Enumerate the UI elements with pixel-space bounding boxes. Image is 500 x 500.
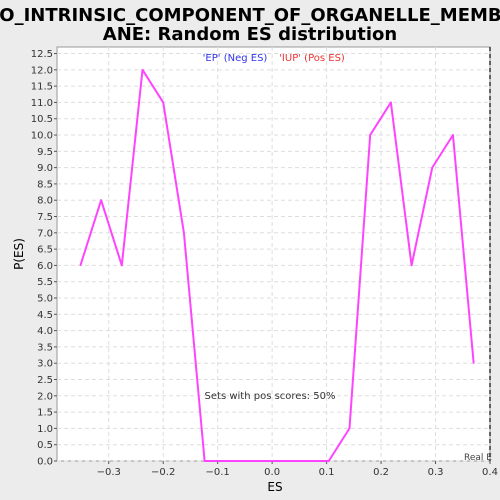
y-tick-label: 8.0 [37,196,53,207]
y-tick-label: 1.0 [37,424,53,435]
data-point [473,362,475,364]
legend-neg-es: 'EP' (Neg ES) [203,53,268,64]
real-es-label: Real E [464,453,492,463]
y-tick-label: 10.5 [31,114,53,125]
data-point [224,460,226,462]
x-tick-label: 0.0 [264,467,280,478]
grid [57,47,491,462]
data-point [286,460,288,462]
y-axis-ticks: 0.0 0.5 1.0 1.5 2.0 2.5 3.0 3.5 4.0 4.5 5.0 5.5 6.0 6… [31,49,57,468]
chart-title-line1: GO_INTRINSIC_COMPONENT_OF_ORGANELLE_MEMB… [0,5,500,26]
data-point [307,460,309,462]
x-tick-label: 0.1 [319,467,335,478]
x-tick-label: 0.4 [482,467,498,478]
x-tick-label: −0.1 [206,467,230,478]
data-point [348,427,351,430]
data-point [204,460,206,462]
y-tick-label: 10.0 [31,131,53,142]
x-tick-label: −0.3 [97,467,121,478]
series-line [79,68,475,462]
data-point [266,460,268,462]
y-tick-label: 9.0 [37,163,53,174]
data-point [162,101,164,104]
plot-area [56,46,491,462]
chart-title-line2: ANE: Random ES distribution [103,24,397,45]
y-tick-label: 2.0 [37,391,53,402]
x-tick-label: −0.2 [151,467,175,478]
y-tick-label: 1.5 [37,408,53,419]
y-tick-label: 6.5 [37,245,53,256]
y-tick-label: 4.5 [37,310,53,321]
y-tick-label: 7.0 [37,228,53,239]
y-tick-label: 11.5 [31,82,53,93]
y-axis-label: P(ES) [12,238,26,270]
y-tick-label: 3.5 [37,342,53,353]
data-point [452,134,454,136]
y-tick-label: 2.5 [37,375,53,386]
data-point [121,264,123,267]
x-axis-label: ES [267,480,282,494]
y-tick-label: 4.0 [37,326,53,337]
series-layer [79,68,475,462]
data-point [183,232,185,234]
x-tick-label: 0.2 [373,467,389,478]
y-tick-label: 11.0 [31,98,53,109]
y-tick-label: 6.0 [37,261,53,272]
data-point [369,134,371,136]
y-tick-label: 12.0 [31,65,53,76]
y-tick-label: 0.0 [37,457,53,468]
y-tick-label: 12.5 [31,49,53,60]
x-axis-ticks: −0.3 −0.2 −0.1 0.0 0.1 0.2 0.3 0.4 [97,461,498,478]
pos-scores-annotation: Sets with pos scores: 50% [205,391,336,402]
data-point [410,264,413,267]
y-tick-label: 8.5 [37,179,53,190]
y-tick-label: 7.5 [37,212,53,223]
data-point [245,460,247,462]
x-tick-label: 0.3 [428,467,444,478]
y-tick-label: 3.0 [37,359,53,370]
y-tick-label: 0.5 [37,440,53,451]
y-tick-label: 5.5 [37,277,53,288]
data-point [390,101,392,104]
data-point [431,167,433,169]
data-point [328,460,330,462]
legend-pos-es: 'IUP' (Pos ES) [279,53,345,64]
data-point [141,69,144,71]
y-tick-label: 9.5 [37,147,53,158]
data-point [79,264,82,267]
y-tick-label: 5.0 [37,294,53,305]
data-point [100,199,102,201]
